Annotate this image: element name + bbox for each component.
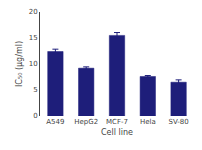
svg-text:5: 5 xyxy=(33,86,37,94)
svg-text:15: 15 xyxy=(29,34,38,42)
svg-text:Cell line: Cell line xyxy=(101,128,133,137)
svg-text:IC₅₀ (µg/ml): IC₅₀ (µg/ml) xyxy=(15,41,24,87)
svg-text:20: 20 xyxy=(29,8,38,16)
svg-text:10: 10 xyxy=(29,60,38,68)
svg-text:HepG2: HepG2 xyxy=(74,118,98,126)
svg-text:SV-80: SV-80 xyxy=(168,118,188,126)
svg-text:MCF-7: MCF-7 xyxy=(106,118,128,126)
svg-text:Hela: Hela xyxy=(140,118,156,126)
svg-text:0: 0 xyxy=(33,112,37,120)
svg-text:A549: A549 xyxy=(46,118,64,126)
